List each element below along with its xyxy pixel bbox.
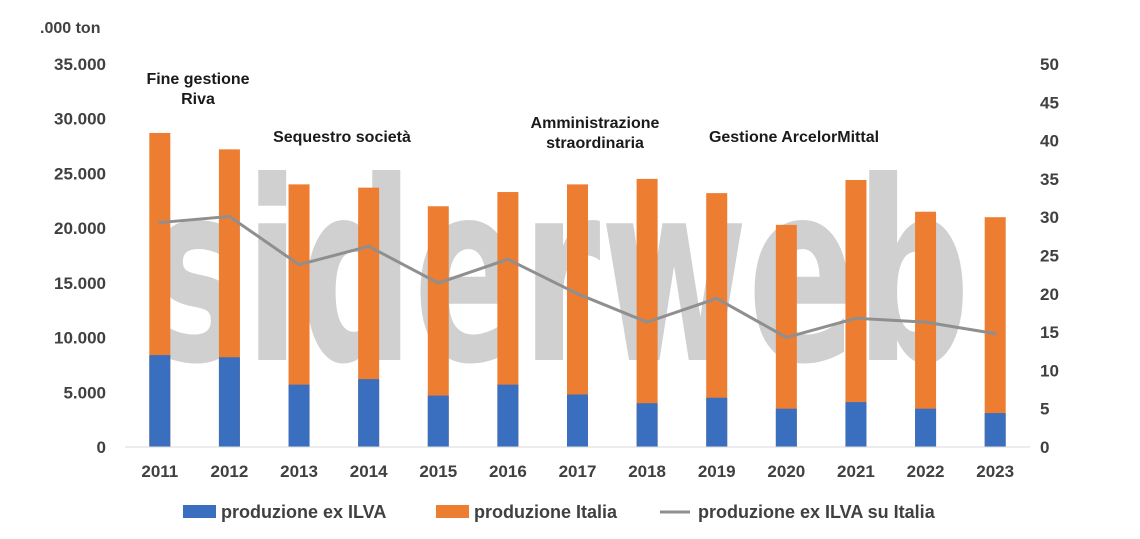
y-left-tick-label: 10.000 <box>54 329 106 348</box>
bars-layer <box>149 132 1006 447</box>
legend-label: produzione ex ILVA su Italia <box>698 502 936 522</box>
annotation-line: Sequestro società <box>273 129 411 146</box>
bar-produzione-ex-ilva <box>706 397 728 447</box>
bar-produzione-italia <box>288 184 310 447</box>
line-point <box>993 332 997 336</box>
y-right-tick-label: 30 <box>1040 208 1059 227</box>
y-right-tick-label: 5 <box>1040 400 1049 419</box>
line-point <box>715 296 719 300</box>
line-point <box>784 335 788 339</box>
x-tick-label: 2011 <box>141 462 178 481</box>
annotation-line: Fine gestione <box>146 71 249 88</box>
y-left-tick-label: 0 <box>97 438 106 457</box>
bar-produzione-ex-ilva <box>775 408 797 447</box>
bar-produzione-italia <box>636 178 658 447</box>
annotation: Fine gestione Riva <box>146 71 249 108</box>
y-right-tick-label: 25 <box>1040 247 1059 266</box>
annotation-line: Riva <box>181 91 215 108</box>
bar-produzione-ex-ilva <box>358 379 380 447</box>
y-right-tick-label: 35 <box>1040 170 1059 189</box>
y-right-tick-label: 50 <box>1040 55 1059 74</box>
x-tick-label: 2020 <box>767 462 805 481</box>
axes-layer: 05.00010.00015.00020.00025.00030.00035.0… <box>40 20 1059 481</box>
legend-swatch <box>436 505 469 518</box>
annotation: Amministrazione straordinaria <box>531 115 660 152</box>
y-left-tick-label: 25.000 <box>54 164 106 183</box>
bar-produzione-ex-ilva <box>636 403 658 447</box>
y-left-tick-label: 15.000 <box>54 274 106 293</box>
line-point <box>297 263 301 267</box>
x-tick-label: 2022 <box>907 462 945 481</box>
x-tick-label: 2018 <box>628 462 666 481</box>
y-right-tick-label: 10 <box>1040 361 1059 380</box>
bar-produzione-ex-ilva <box>427 395 449 447</box>
annotation-line: Gestione ArcelorMittal <box>709 129 879 146</box>
x-tick-label: 2017 <box>559 462 597 481</box>
y-right-tick-label: 40 <box>1040 132 1059 151</box>
x-tick-label: 2021 <box>837 462 875 481</box>
line-layer <box>158 214 997 339</box>
y-right-tick-label: 0 <box>1040 438 1049 457</box>
bar-produzione-ex-ilva <box>915 408 937 447</box>
watermark-layer: siderweb <box>150 128 970 419</box>
x-tick-label: 2013 <box>280 462 318 481</box>
bar-produzione-ex-ilva <box>497 384 519 447</box>
bar-produzione-ex-ilva <box>149 355 171 447</box>
legend-swatch <box>183 505 216 518</box>
bar-produzione-ex-ilva <box>288 384 310 447</box>
line-point <box>924 320 928 324</box>
bar-produzione-ex-ilva <box>567 394 588 447</box>
x-tick-label: 2012 <box>211 462 249 481</box>
y-right-tick-label: 15 <box>1040 323 1059 342</box>
watermark-text: siderweb <box>150 128 970 419</box>
y-left-tick-label: 35.000 <box>54 55 106 74</box>
y-right-tick-label: 45 <box>1040 93 1059 112</box>
x-tick-label: 2014 <box>350 462 388 481</box>
bar-produzione-italia <box>915 211 937 447</box>
annotation-line: Amministrazione <box>531 115 660 132</box>
x-tick-label: 2019 <box>698 462 736 481</box>
y-left-tick-label: 30.000 <box>54 110 106 129</box>
y-left-tick-label: 5.000 <box>63 383 106 402</box>
annotations-layer: Fine gestione Riva Sequestro società Ammini… <box>146 71 879 152</box>
annotation: Sequestro società <box>273 129 411 146</box>
line-point <box>854 316 858 320</box>
unit-label: .000 ton <box>40 20 100 37</box>
legend-label: produzione ex ILVA <box>221 502 386 522</box>
bar-produzione-ex-ilva <box>218 357 240 447</box>
bar-produzione-italia <box>984 217 1006 447</box>
bar-produzione-italia <box>567 184 588 447</box>
line-point <box>367 244 371 248</box>
bar-produzione-italia <box>845 179 867 447</box>
x-tick-label: 2015 <box>419 462 457 481</box>
bar-produzione-ex-ilva <box>984 413 1006 447</box>
line-point <box>227 214 231 218</box>
x-tick-label: 2016 <box>489 462 527 481</box>
y-right-tick-label: 20 <box>1040 285 1059 304</box>
bar-produzione-ex-ilva <box>845 402 867 447</box>
bar-produzione-italia <box>706 193 728 447</box>
line-point <box>645 320 649 324</box>
bar-produzione-italia <box>497 192 519 447</box>
annotation-line: straordinaria <box>546 135 644 152</box>
line-point <box>576 292 579 296</box>
legend: produzione ex ILVA produzione Italia produ… <box>183 502 936 522</box>
legend-label: produzione Italia <box>474 502 618 522</box>
line-point <box>158 221 162 225</box>
y-left-tick-label: 20.000 <box>54 219 106 238</box>
bar-produzione-italia <box>427 206 449 447</box>
line-point <box>436 281 440 285</box>
annotation: Gestione ArcelorMittal <box>709 129 879 146</box>
x-tick-label: 2023 <box>976 462 1014 481</box>
line-point <box>506 257 510 261</box>
